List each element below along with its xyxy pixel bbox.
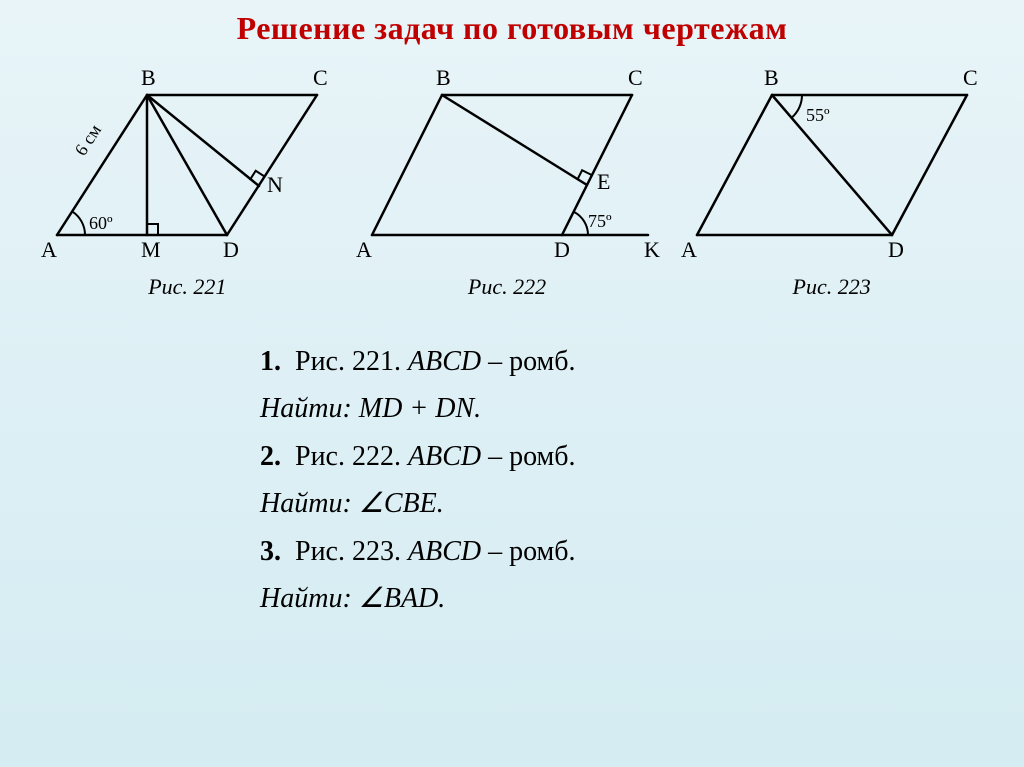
figure-3-caption: Рис. 223 (677, 274, 987, 300)
figure-1: A B C D M N 60º 6 см Рис. 221 (37, 55, 337, 300)
svg-text:N: N (267, 172, 283, 197)
figure-3-svg: A B C D 55º (677, 55, 987, 265)
problem-3-find: Найти: ∠BAD. (260, 577, 1024, 620)
figure-1-svg: A B C D M N 60º 6 см (37, 55, 337, 265)
svg-text:A: A (41, 237, 57, 262)
problem-1-num: 1. (260, 340, 288, 383)
problem-1-ref: Рис. 221. (295, 346, 401, 377)
problem-1-shape: ABCD (408, 346, 481, 377)
problem-2-txt: – ромб. (481, 441, 575, 472)
page-title: Решение задач по готовым чертежам (0, 0, 1024, 47)
problem-1-find-word: Найти (260, 393, 342, 424)
svg-text:55º: 55º (806, 105, 830, 125)
problem-2-ref: Рис. 222. (295, 441, 401, 472)
figures-row: A B C D M N 60º 6 см Рис. 221 A B C D K E 75º Рис. 22… (0, 55, 1024, 300)
problem-2-find-word: Найти (260, 488, 342, 519)
problem-3-find-word: Найти (260, 583, 342, 614)
problem-2-find: Найти: ∠CBE. (260, 482, 1024, 525)
problem-3-ref: Рис. 223. (295, 536, 401, 567)
problem-3: 3. Рис. 223. ABCD – ромб. (260, 530, 1024, 573)
figure-2-caption: Рис. 222 (352, 274, 662, 300)
problem-1: 1. Рис. 221. ABCD – ромб. (260, 340, 1024, 383)
svg-text:B: B (141, 65, 156, 90)
svg-text:A: A (356, 237, 372, 262)
svg-text:A: A (681, 237, 697, 262)
figure-2-svg: A B C D K E 75º (352, 55, 662, 265)
problem-3-shape: ABCD (408, 536, 481, 567)
problem-2-expr: : ∠CBE. (342, 488, 443, 519)
figure-2: A B C D K E 75º Рис. 222 (352, 55, 662, 300)
problem-3-num: 3. (260, 530, 288, 573)
problem-2: 2. Рис. 222. ABCD – ромб. (260, 435, 1024, 478)
svg-text:D: D (223, 237, 239, 262)
figure-1-caption: Рис. 221 (37, 274, 337, 300)
svg-text:D: D (554, 237, 570, 262)
svg-text:E: E (597, 169, 610, 194)
svg-text:C: C (963, 65, 978, 90)
svg-text:60º: 60º (89, 213, 113, 233)
problem-1-expr: : MD + DN. (342, 393, 481, 424)
problem-1-txt: – ромб. (481, 346, 575, 377)
svg-text:6 см: 6 см (71, 121, 106, 159)
svg-text:M: M (141, 237, 161, 262)
svg-text:B: B (764, 65, 779, 90)
svg-text:B: B (436, 65, 451, 90)
svg-text:75º: 75º (588, 211, 612, 231)
problem-3-expr: : ∠BAD. (342, 583, 445, 614)
svg-text:C: C (313, 65, 328, 90)
problem-2-num: 2. (260, 435, 288, 478)
svg-text:D: D (888, 237, 904, 262)
problem-2-shape: ABCD (408, 441, 481, 472)
problem-list: 1. Рис. 221. ABCD – ромб. Найти: MD + DN… (260, 340, 1024, 620)
problem-3-txt: – ромб. (481, 536, 575, 567)
problem-1-find: Найти: MD + DN. (260, 387, 1024, 430)
figure-3: A B C D 55º Рис. 223 (677, 55, 987, 300)
svg-text:C: C (628, 65, 643, 90)
svg-text:K: K (644, 237, 660, 262)
